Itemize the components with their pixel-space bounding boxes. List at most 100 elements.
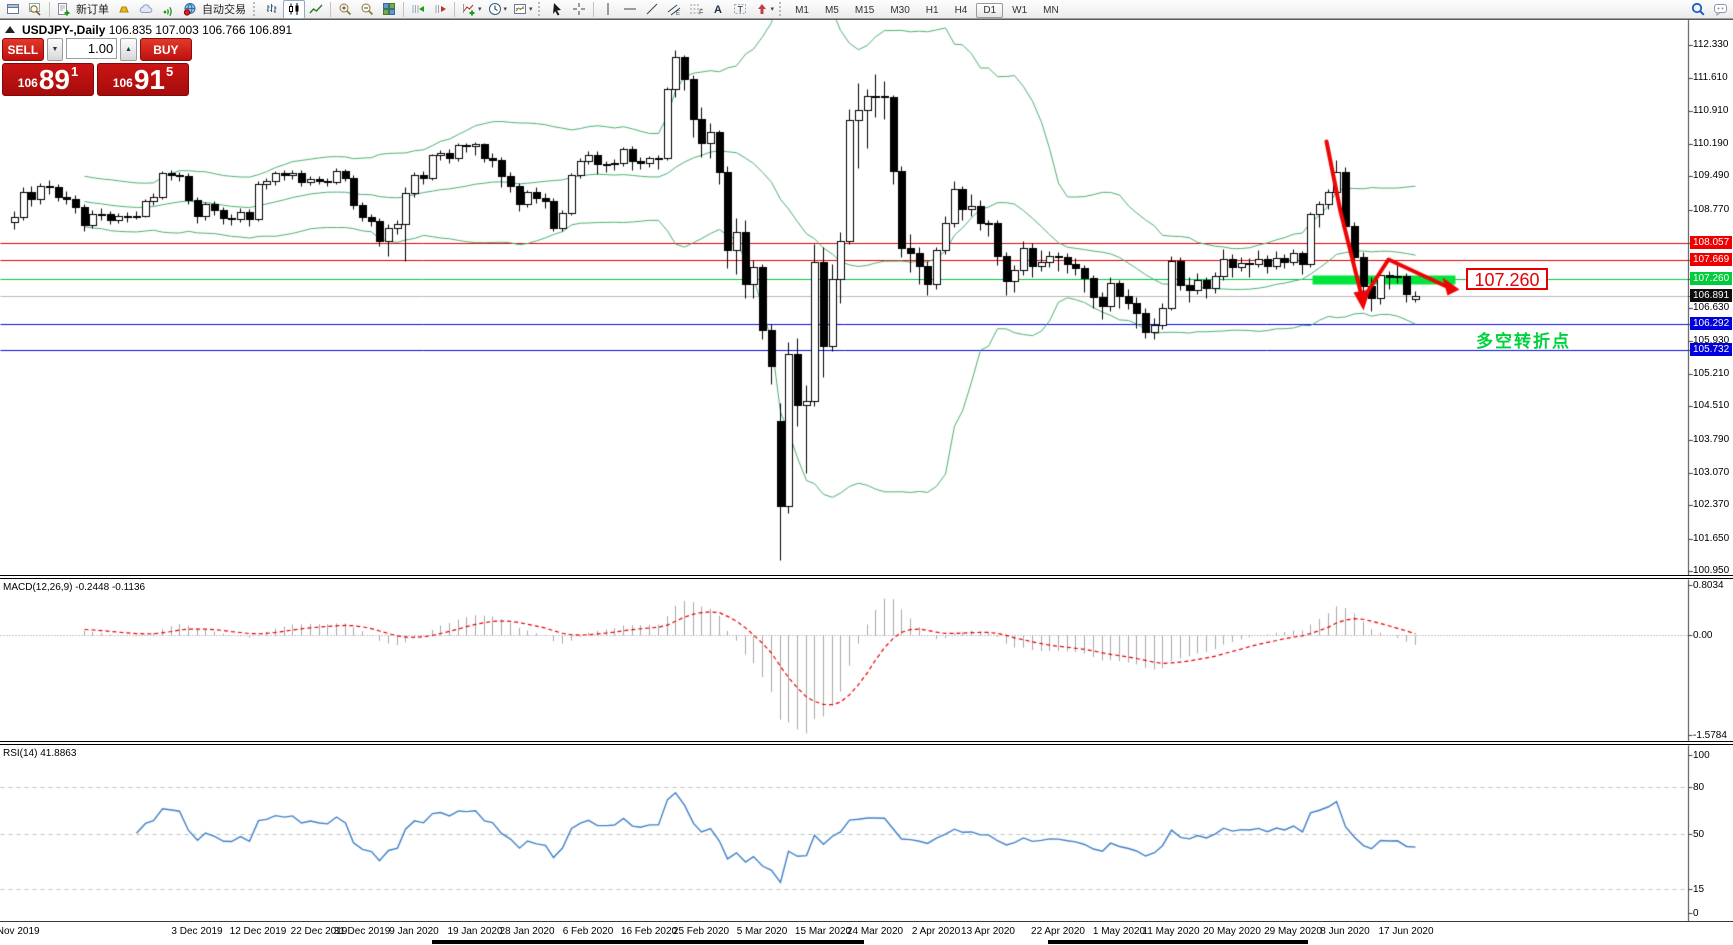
sell-price-figure: 106 — [17, 76, 38, 90]
price-tick: 103.790 — [1693, 433, 1730, 445]
new-order-icon[interactable] — [53, 0, 75, 19]
rsi-tick: 0 — [1693, 908, 1699, 919]
price-tick: 111.610 — [1693, 72, 1728, 84]
one-click-trading-panel: SELL ▼ ▲ BUY 106 89 1 106 91 5 — [2, 38, 193, 96]
new-order-label[interactable]: 新订单 — [76, 4, 109, 16]
bottom-bar-artifact — [432, 940, 864, 944]
price-level-badge: 107.260 — [1690, 272, 1733, 286]
sell-price-display[interactable]: 106 89 1 — [2, 63, 94, 96]
volume-increase-button[interactable]: ▲ — [120, 38, 137, 61]
tile-windows-icon[interactable] — [378, 0, 400, 19]
timeframe-button-h4[interactable]: H4 — [954, 5, 968, 16]
toolbar-separator — [49, 1, 50, 17]
buy-price-display[interactable]: 106 91 5 — [97, 63, 189, 96]
sell-button[interactable]: SELL — [2, 38, 44, 61]
turning-point-annotation[interactable]: 多空转折点 — [1476, 332, 1571, 351]
text-label-icon[interactable]: T — [729, 0, 751, 19]
toolbar-grip — [779, 2, 784, 16]
trendline-icon[interactable] — [641, 0, 663, 19]
auto-scroll-icon[interactable] — [407, 0, 429, 19]
date-label: 11 May 2020 — [1142, 926, 1200, 937]
crosshair-icon[interactable] — [568, 0, 590, 19]
macd-tick: -1.5784 — [1693, 730, 1727, 741]
rsi-label: RSI(14) 41.8863 — [3, 748, 77, 759]
date-label: 22 Apr 2020 — [1031, 926, 1085, 937]
rsi-canvas[interactable] — [0, 745, 1733, 921]
market-watch-icon[interactable] — [24, 0, 46, 19]
indicators-icon[interactable] — [458, 0, 480, 19]
macd-label: MACD(12,26,9) -0.2448 -0.1136 — [3, 582, 146, 593]
macd-panel: MACD(12,26,9) -0.2448 -0.1136 0.8034 0.00… — [0, 579, 1733, 741]
svg-text:E: E — [676, 11, 680, 16]
line-chart-icon[interactable] — [305, 0, 327, 19]
timeframe-button-m30[interactable]: M30 — [890, 5, 910, 16]
timeframe-button-mn[interactable]: MN — [1043, 5, 1059, 16]
panel-splitter[interactable] — [0, 575, 1733, 579]
chart-ohlc-values: 106.835 107.003 106.766 106.891 — [108, 23, 293, 37]
date-label: 6 Feb 2020 — [562, 926, 614, 937]
sell-price-pips: 89 — [38, 64, 70, 95]
timeframe-button-w1[interactable]: W1 — [1012, 5, 1028, 16]
date-label: 25 Feb 2020 — [672, 926, 730, 937]
price-tick: 108.770 — [1693, 203, 1730, 215]
timeframe-button-d1[interactable]: D1 — [976, 3, 1004, 18]
arrows-tool-icon[interactable] — [751, 0, 773, 19]
timeframe-button-m5[interactable]: M5 — [824, 5, 839, 16]
search-icon[interactable] — [1687, 0, 1709, 19]
horizontal-line-icon[interactable] — [619, 0, 641, 19]
candlestick-chart-icon[interactable] — [283, 0, 305, 19]
bar-chart-icon[interactable] — [261, 0, 283, 19]
toolbar-separator — [403, 1, 404, 17]
macd-tick: 0.00 — [1693, 630, 1713, 641]
macd-canvas[interactable] — [0, 579, 1733, 741]
autotrading-label[interactable]: 自动交易 — [202, 4, 246, 16]
chart-window-icon[interactable] — [2, 0, 24, 19]
sell-price-point: 1 — [70, 64, 79, 79]
chat-icon[interactable] — [1709, 0, 1731, 19]
volume-decrease-button[interactable]: ▼ — [46, 38, 64, 61]
zoom-in-icon[interactable] — [334, 0, 356, 19]
templates-icon[interactable] — [509, 0, 531, 19]
autotrading-globe-icon[interactable] — [179, 0, 201, 19]
price-level-badge: 108.057 — [1690, 235, 1733, 249]
chart-title: USDJPY-,Daily 106.835 107.003 106.766 10… — [22, 23, 292, 37]
templates-dropdown-icon[interactable]: ▾ — [529, 6, 533, 13]
rsi-tick: 15 — [1693, 884, 1705, 896]
one-click-toggle-icon[interactable] — [5, 26, 15, 33]
periods-dropdown-icon[interactable]: ▾ — [503, 6, 508, 13]
price-chart-canvas[interactable] — [0, 20, 1733, 575]
volume-input[interactable] — [66, 38, 118, 59]
buy-button[interactable]: BUY — [139, 38, 193, 61]
timeframe-button-h1[interactable]: H1 — [925, 5, 939, 16]
indicators-dropdown-icon[interactable]: ▾ — [478, 6, 482, 13]
chart-shift-icon[interactable] — [429, 0, 451, 19]
vertical-line-icon[interactable] — [597, 0, 619, 19]
arrows-dropdown-icon[interactable]: ▾ — [770, 6, 775, 13]
price-callout-box[interactable]: 107.260 — [1466, 268, 1548, 290]
date-label: 2 Apr 2020 — [911, 926, 961, 937]
timeframe-button-m15[interactable]: M15 — [854, 5, 875, 16]
periods-icon[interactable] — [484, 0, 506, 19]
price-tick: 106.630 — [1693, 302, 1730, 314]
price-tick: 105.210 — [1693, 368, 1730, 380]
price-tick: 101.650 — [1693, 532, 1730, 544]
gold-icon[interactable] — [113, 0, 135, 19]
cloud-icon[interactable] — [135, 0, 157, 19]
cursor-icon[interactable] — [546, 0, 568, 19]
fibonacci-icon[interactable]: F — [685, 0, 707, 19]
svg-text:T: T — [737, 5, 743, 15]
price-tick: 105.930 — [1693, 334, 1730, 346]
equidistant-channel-icon[interactable]: E — [663, 0, 685, 19]
toolbar-separator — [592, 1, 594, 17]
date-label: 15 Mar 2020 — [794, 926, 852, 937]
timeframe-button-m1[interactable]: M1 — [795, 5, 809, 16]
date-label: 12 Dec 2019 — [229, 926, 287, 937]
text-tool-icon[interactable]: A — [707, 0, 729, 19]
timeframe-toolbar: M1 M5 M15 M30 H1 H4 D1 W1 MN — [787, 0, 1067, 18]
price-tick: 103.070 — [1693, 467, 1730, 478]
price-tick: 102.370 — [1693, 499, 1730, 511]
signal-icon[interactable] — [157, 0, 179, 19]
panel-splitter[interactable] — [0, 741, 1733, 745]
zoom-out-icon[interactable] — [356, 0, 378, 19]
